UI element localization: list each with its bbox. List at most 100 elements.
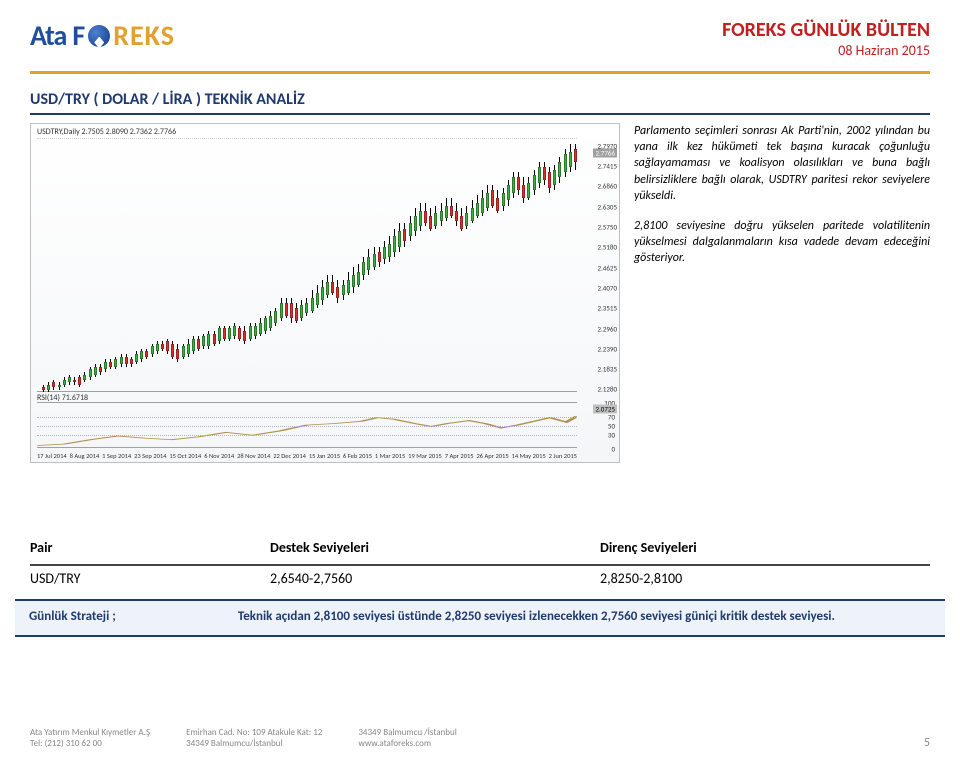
rsi-line-chart bbox=[37, 403, 577, 447]
candlestick bbox=[68, 139, 71, 395]
x-axis-label: 8 Aug 2014 bbox=[70, 452, 100, 460]
candlestick bbox=[564, 139, 567, 395]
candlestick bbox=[424, 139, 427, 395]
analysis-text: Parlamento seçimleri sonrası Ak Parti'ni… bbox=[634, 123, 930, 463]
th-resistance: Direnç Seviyeleri bbox=[600, 535, 930, 560]
candlestick bbox=[316, 139, 319, 395]
logo-text-f: F bbox=[72, 18, 85, 53]
y-axis-label: 2.2960 bbox=[597, 324, 617, 333]
candlestick bbox=[58, 139, 61, 395]
globe-icon bbox=[88, 25, 110, 47]
y-axis-label: 2.3515 bbox=[597, 304, 617, 313]
y-axis-label: 2.6860 bbox=[597, 182, 617, 191]
footer-city: 34349 Balmumcu /İstanbul bbox=[358, 727, 456, 739]
candlestick bbox=[47, 139, 50, 395]
footer-address1: Emirhan Cad. No: 109 Atakule Kat: 12 bbox=[186, 727, 322, 739]
main-content: USDTRY,Daily 2.7505 2.8090 2.7362 2.7766… bbox=[0, 123, 960, 463]
x-axis-label: 15 Jan 2015 bbox=[309, 452, 340, 460]
candlestick bbox=[274, 139, 277, 395]
y-axis-label: 2.6305 bbox=[597, 202, 617, 211]
candlestick bbox=[295, 139, 298, 395]
candlestick bbox=[130, 139, 133, 395]
price-chart: USDTRY,Daily 2.7505 2.8090 2.7362 2.7766… bbox=[30, 123, 620, 463]
candlestick bbox=[517, 139, 520, 395]
rsi-panel: RSI(14) 71.6718 1007050300 bbox=[37, 402, 577, 448]
bulletin-title: FOREKS GÜNLÜK BÜLTEN bbox=[722, 18, 930, 42]
footer-col-1: Ata Yatırım Menkul Kıymetler A.Ş Tel: (2… bbox=[30, 727, 150, 750]
candlestick bbox=[300, 139, 303, 395]
chart-plot-area bbox=[37, 138, 577, 392]
x-axis-label: 19 Mar 2015 bbox=[408, 452, 442, 460]
candlestick bbox=[176, 139, 179, 395]
y-axis-label: 2.1280 bbox=[597, 385, 617, 394]
candlestick bbox=[440, 139, 443, 395]
x-axis-label: 6 Nov 2014 bbox=[204, 452, 234, 460]
candlestick bbox=[512, 139, 515, 395]
candlestick bbox=[285, 139, 288, 395]
candlestick bbox=[145, 139, 148, 395]
x-axis-label: 6 Feb 2015 bbox=[343, 452, 372, 460]
candlestick bbox=[197, 139, 200, 395]
candlestick bbox=[569, 139, 572, 395]
x-axis-label: 23 Sep 2014 bbox=[134, 452, 166, 460]
candlestick bbox=[388, 139, 391, 395]
candlestick bbox=[213, 139, 216, 395]
candlestick bbox=[471, 139, 474, 395]
candlestick bbox=[223, 139, 226, 395]
candlestick bbox=[187, 139, 190, 395]
candlestick bbox=[414, 139, 417, 395]
candlestick bbox=[491, 139, 494, 395]
footer-url: www.ataforeks.com bbox=[358, 738, 456, 750]
analysis-p2: 2,8100 seviyesine doğru yükselen parited… bbox=[634, 218, 930, 267]
candlestick bbox=[367, 139, 370, 395]
candlestick bbox=[476, 139, 479, 395]
candlestick bbox=[166, 139, 169, 395]
candlestick bbox=[73, 139, 76, 395]
candlestick bbox=[140, 139, 143, 395]
candlestick bbox=[481, 139, 484, 395]
candlestick bbox=[114, 139, 117, 395]
candlestick bbox=[450, 139, 453, 395]
candlestick bbox=[42, 139, 45, 395]
candlestick bbox=[419, 139, 422, 395]
x-axis-label: 22 Dec 2014 bbox=[273, 452, 306, 460]
candlestick bbox=[336, 139, 339, 395]
candlestick bbox=[202, 139, 205, 395]
candlestick bbox=[228, 139, 231, 395]
rsi-gridline bbox=[37, 417, 577, 418]
analysis-p1: Parlamento seçimleri sonrası Ak Parti'ni… bbox=[634, 123, 930, 204]
y-axis-label: 2.4070 bbox=[597, 283, 617, 292]
page-header: Ata F REKS FOREKS GÜNLÜK BÜLTEN 08 Hazir… bbox=[0, 0, 960, 63]
candlestick bbox=[243, 139, 246, 395]
candlestick bbox=[52, 139, 55, 395]
x-axis-label: 1 Sep 2014 bbox=[102, 452, 131, 460]
candlestick bbox=[558, 139, 561, 395]
candlestick bbox=[218, 139, 221, 395]
td-pair: USD/TRY bbox=[30, 568, 270, 589]
candlestick bbox=[321, 139, 324, 395]
candlestick bbox=[533, 139, 536, 395]
rsi-y-label: 0 bbox=[611, 445, 615, 454]
section-title: USD/TRY ( DOLAR / LİRA ) TEKNİK ANALİZ bbox=[0, 74, 960, 113]
td-resistance: 2,8250-2,8100 bbox=[600, 568, 930, 589]
y-axis-label: 2.7415 bbox=[597, 161, 617, 170]
footer-col-3: 34349 Balmumcu /İstanbul www.ataforeks.c… bbox=[358, 727, 456, 750]
rsi-label: RSI(14) 71.6718 bbox=[37, 393, 88, 403]
y-axis-label: 2.2390 bbox=[597, 344, 617, 353]
x-axis-label: 7 Apr 2015 bbox=[445, 452, 474, 460]
candlestick bbox=[362, 139, 365, 395]
candlestick bbox=[527, 139, 530, 395]
candlestick bbox=[89, 139, 92, 395]
x-axis-label: 1 Mar 2015 bbox=[375, 452, 405, 460]
table-divider bbox=[30, 564, 930, 566]
candlestick bbox=[207, 139, 210, 395]
x-axis-label: 15 Oct 2014 bbox=[169, 452, 201, 460]
candlestick bbox=[548, 139, 551, 395]
strategy-box: Günlük Strateji ; Teknik açıdan 2,8100 s… bbox=[15, 599, 945, 638]
candlestick bbox=[264, 139, 267, 395]
rsi-y-label: 50 bbox=[608, 422, 615, 431]
candlestick bbox=[347, 139, 350, 395]
th-pair: Pair bbox=[30, 535, 270, 560]
candlestick bbox=[393, 139, 396, 395]
footer-columns: Ata Yatırım Menkul Kıymetler A.Ş Tel: (2… bbox=[30, 727, 457, 750]
